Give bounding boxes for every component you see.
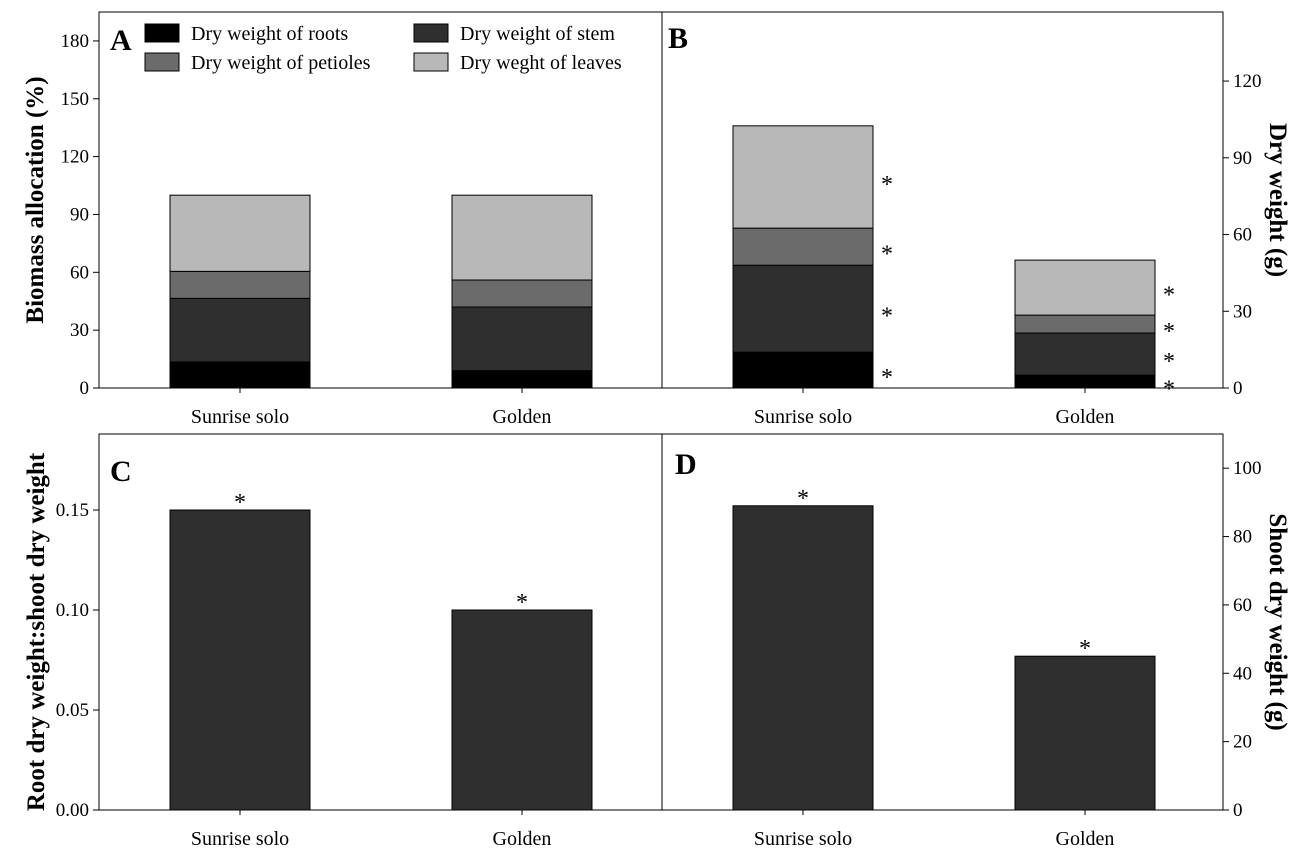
- panel-c-significance-star: *: [516, 590, 528, 616]
- panel-b-bar-roots: [1014, 374, 1156, 389]
- legend: Dry weight of roots Dry weight of stem D…: [144, 23, 622, 74]
- panel-a-ytick-label: 120: [61, 147, 90, 168]
- panel-b-bar-petioles: [732, 227, 874, 266]
- panel-c-category-label: Sunrise solo: [191, 828, 289, 850]
- panel-b-bar-leaves: [1014, 259, 1156, 316]
- panel-d-ytick-label: 60: [1233, 595, 1252, 616]
- panel-a-label: A: [110, 24, 132, 57]
- panel-c-category-label: Golden: [493, 828, 552, 850]
- panel-b-ytick-label: 90: [1233, 148, 1252, 169]
- panel-a-bar-petioles: [169, 270, 311, 299]
- panel-c-label: C: [110, 455, 132, 488]
- panel-b-label: B: [668, 22, 688, 55]
- panel-c-significance-star: *: [234, 490, 246, 516]
- panel-b-category-label: Golden: [1056, 406, 1115, 428]
- panel-d-ylabel: Shoot dry weight (g): [1264, 513, 1291, 730]
- panel-b-significance-star: *: [1163, 349, 1175, 375]
- panel-d-ytick-label: 20: [1233, 732, 1252, 753]
- panel-a-ytick-label: 0: [80, 378, 90, 399]
- panel-d-label: D: [675, 448, 697, 481]
- panel-c-ylabel: Root dry weight:shoot dry weight: [23, 452, 50, 811]
- panel-b-significance-star: *: [881, 365, 893, 391]
- panel-b-category-label: Sunrise solo: [754, 406, 852, 428]
- panel-b-bar-roots: [732, 351, 874, 389]
- legend-swatch-stem: [413, 23, 449, 43]
- panel-a-category-label: Sunrise solo: [191, 406, 289, 428]
- panel-d-category-label: Sunrise solo: [754, 828, 852, 850]
- panel-c-ytick-label: 0.00: [56, 800, 89, 821]
- panel-b-bar-leaves: [732, 125, 874, 229]
- panel-a-bar-petioles: [451, 279, 593, 308]
- legend-label-petioles: Dry weight of petioles: [191, 52, 371, 74]
- panel-a-ytick-label: 30: [70, 320, 89, 341]
- panel-b-bar-stem: [1014, 332, 1156, 376]
- legend-label-roots: Dry weight of roots: [191, 23, 348, 45]
- panel-a-ytick-label: 90: [70, 204, 89, 225]
- legend-label-stem: Dry weight of stem: [460, 23, 615, 45]
- panel-a-ytick-label: 150: [61, 89, 90, 110]
- panel-a-bar-stem: [451, 306, 593, 372]
- panel-b-ytick-label: 30: [1233, 301, 1252, 322]
- panel-b-significance-star: *: [1163, 319, 1175, 345]
- panel-b-significance-star: *: [881, 172, 893, 198]
- panel-a-bar-stem: [169, 297, 311, 363]
- panel-d-significance-star: *: [797, 486, 809, 512]
- panel-b-significance-star: *: [881, 242, 893, 268]
- panel-b-ytick-label: 60: [1233, 225, 1252, 246]
- panel-a-ytick-label: 60: [70, 262, 89, 283]
- panel-c-ytick-label: 0.10: [56, 600, 89, 621]
- panel-c-bar: [451, 609, 593, 811]
- panel-d-category-label: Golden: [1056, 828, 1115, 850]
- panel-d-ytick-label: 0: [1233, 800, 1243, 821]
- panel-a-bar-leaves: [451, 194, 593, 281]
- panel-b-ytick-label: 0: [1233, 378, 1243, 399]
- panel-b-significance-star: *: [1163, 283, 1175, 309]
- chart-layer: 0 30 60 90 120 150 180 Sunrise solo Golden 0 30 60 9…: [56, 11, 1262, 850]
- panel-c-ytick-label: 0.15: [56, 500, 89, 521]
- panel-a-bar-roots: [451, 370, 593, 389]
- panel-c-bar: [169, 509, 311, 811]
- legend-label-leaves: Dry weght of leaves: [460, 52, 622, 74]
- top-plot-frame: [98, 11, 1224, 389]
- panel-a-category-label: Golden: [493, 406, 552, 428]
- panel-a-bar-roots: [169, 361, 311, 389]
- panel-b-bar-petioles: [1014, 314, 1156, 334]
- panel-d-bar: [1014, 655, 1156, 811]
- legend-swatch-petioles: [144, 52, 180, 72]
- panel-d-ytick-label: 80: [1233, 527, 1252, 548]
- panel-d-significance-star: *: [1079, 636, 1091, 662]
- panel-a-bar-leaves: [169, 194, 311, 272]
- panel-d-ytick-label: 100: [1233, 458, 1262, 479]
- legend-swatch-roots: [144, 23, 180, 43]
- bottom-plot-frame: [98, 433, 1224, 811]
- panel-c-ytick-label: 0.05: [56, 700, 89, 721]
- panel-a-ytick-label: 180: [61, 31, 90, 52]
- panel-b-significance-star: *: [1163, 377, 1175, 403]
- panel-b-ytick-label: 120: [1233, 71, 1262, 92]
- panel-a-ylabel: Biomass allocation (%): [22, 76, 49, 323]
- panel-d-ytick-label: 40: [1233, 663, 1252, 684]
- panel-b-bar-stem: [732, 264, 874, 353]
- legend-swatch-leaves: [413, 52, 449, 72]
- panel-d-bar: [732, 505, 874, 811]
- panel-b-significance-star: *: [881, 304, 893, 330]
- panel-b-ylabel: Dry weight (g): [1264, 123, 1291, 277]
